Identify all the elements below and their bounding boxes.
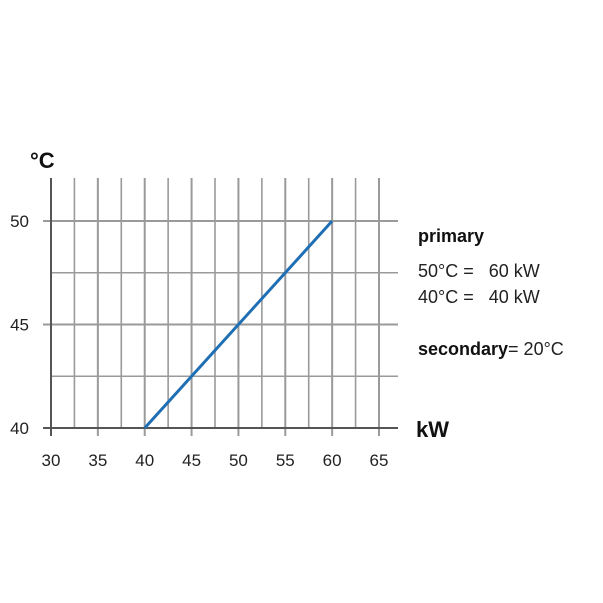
grid: [43, 178, 398, 436]
y-axis-unit: °C: [30, 148, 55, 173]
y-tick-label: 40: [10, 419, 29, 438]
x-tick-label: 50: [229, 451, 248, 470]
secondary-label: secondary: [418, 339, 509, 359]
x-tick-label: 40: [135, 451, 154, 470]
secondary-row: secondary= 20°C: [418, 337, 564, 361]
x-tick-label: 30: [42, 451, 61, 470]
y-tick-label: 45: [10, 316, 29, 335]
x-tick-label: 35: [88, 451, 107, 470]
primary-label: primary: [418, 226, 485, 246]
x-tick-label: 60: [323, 451, 342, 470]
primary-row-1: 50°C = 60 kW: [418, 261, 540, 281]
y-tick-label: 50: [10, 212, 29, 231]
series-line-layer: [143, 219, 334, 430]
x-tick-label: 55: [276, 451, 295, 470]
secondary-value: = 20°C: [508, 339, 564, 359]
series-line: [143, 219, 334, 430]
primary-row-2: 40°C = 40 kW: [418, 287, 540, 307]
tick-labels: 30 35 40 45 50 55 60 65 40 45 50: [10, 212, 388, 470]
x-tick-label: 45: [182, 451, 201, 470]
x-tick-label: 65: [370, 451, 389, 470]
x-axis-unit: kW: [416, 417, 449, 442]
